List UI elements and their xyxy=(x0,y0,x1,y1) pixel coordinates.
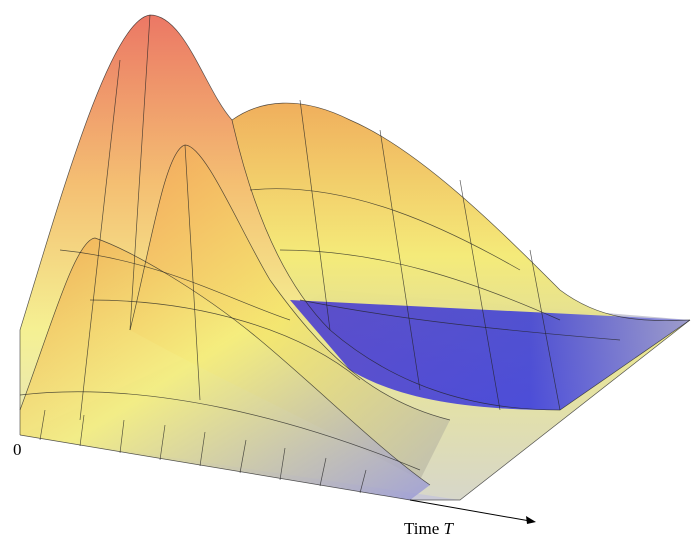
time-axis xyxy=(409,499,531,522)
middle-surface xyxy=(130,145,450,480)
axis-name: Time xyxy=(404,519,439,538)
axis-label: Time T xyxy=(404,519,455,538)
axis-variable: T xyxy=(444,519,455,538)
mesh xyxy=(19,14,691,501)
valley xyxy=(290,300,690,410)
axis-arrowhead xyxy=(526,516,536,524)
origin-label: 0 xyxy=(13,440,22,459)
